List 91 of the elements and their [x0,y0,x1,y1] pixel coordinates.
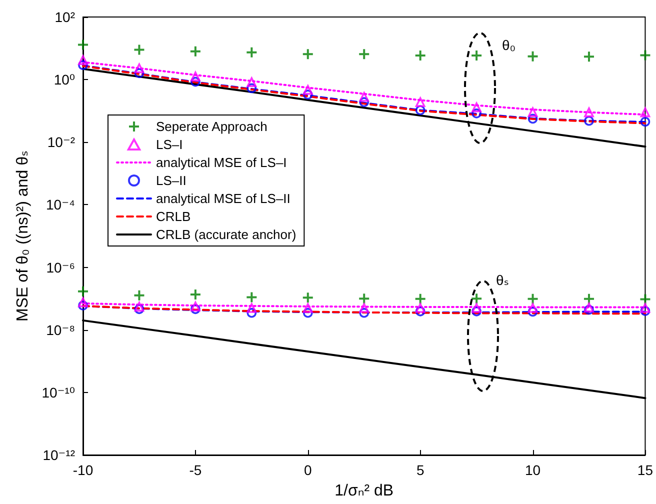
point [190,72,200,82]
point [640,303,650,313]
point [584,107,594,118]
legend-label: Seperate Approach [156,119,268,134]
annotation: θ₀ [502,37,516,53]
legend-label: CRLB (accurate anchor) [156,227,296,242]
point [528,303,538,313]
point [134,44,144,55]
point [472,294,482,304]
point [584,116,594,126]
x-tick-label: -5 [189,462,202,478]
y-tick-label: 10⁻⁶ [46,259,75,276]
point [78,297,88,308]
point [415,50,426,60]
point [640,50,650,60]
legend-label: LS–I [156,137,183,152]
point [528,306,538,317]
point [302,292,313,303]
point [78,55,88,65]
point [190,302,200,312]
point [415,303,426,313]
annotation: θₛ [496,272,510,288]
point [584,294,594,304]
point [190,289,200,300]
point [528,51,538,62]
point [246,303,257,313]
y-tick-label: 10⁻¹⁰ [42,384,76,400]
point [640,116,650,127]
point [302,308,313,318]
x-axis-title: 1/σₙ² dB [334,482,394,500]
y-tick-label: 10⁻¹² [42,447,76,463]
point [134,63,144,74]
point [359,49,370,60]
point [359,308,370,318]
x-tick-label: 10 [524,462,541,478]
point [472,306,482,316]
y-axis-title: MSE of θ₀ ((ns)²) and θₛ [14,150,32,322]
point [415,97,426,108]
point [134,68,144,78]
point [302,303,313,313]
point [472,102,482,112]
x-tick-label: 5 [416,462,424,478]
point [415,294,426,304]
point [415,105,426,116]
point [134,290,144,300]
point [528,294,538,304]
point [640,107,650,118]
point [472,50,482,60]
point [359,92,370,102]
point [584,302,594,312]
point [78,40,88,50]
y-tick-label: 10⁰ [54,72,76,88]
point [134,304,144,314]
point [246,47,257,58]
point [246,83,257,94]
point [415,306,426,316]
point [78,300,88,310]
y-tick-label: 10⁻² [47,134,76,150]
point [190,76,200,87]
point [190,46,200,56]
legend-label: analytical MSE of LS–II [156,191,290,206]
point [78,60,88,70]
point [302,49,313,60]
point [584,304,594,315]
legend-label: CRLB [156,209,191,224]
point [472,303,482,313]
x-tick-label: 15 [637,462,654,478]
x-tick-label: 0 [304,462,312,478]
point [359,294,370,304]
point [246,77,257,88]
point [640,306,650,316]
point [134,302,144,312]
legend-label: LS–II [156,173,186,188]
point [246,308,257,318]
point [359,97,370,108]
point [78,286,88,296]
point [584,52,594,62]
point [359,303,370,313]
point [302,90,313,100]
point [302,84,313,95]
point [472,108,482,118]
point [246,292,257,302]
y-tick-label: 10² [54,9,76,25]
y-tick-label: 10⁻⁸ [46,322,76,338]
y-tick-label: 10⁻⁴ [46,196,75,213]
point [528,107,538,118]
legend-label: analytical MSE of LS–I [156,155,287,170]
x-tick-label: -10 [72,462,94,478]
point [190,304,200,314]
point [528,114,538,124]
point [640,294,650,304]
